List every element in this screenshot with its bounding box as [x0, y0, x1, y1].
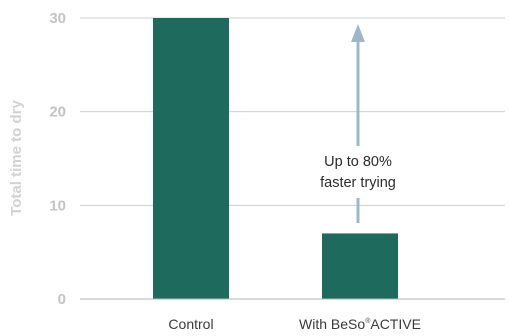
y-tick-label-10: 10: [49, 197, 66, 214]
improvement-annotation: Up to 80% faster trying: [320, 24, 396, 223]
annotation-line-1: Up to 80%: [324, 154, 392, 170]
category-label-control: Control: [168, 316, 213, 332]
category-label-with-beso-active: With BeSo®ACTIVE: [299, 316, 421, 332]
gridlines: [80, 17, 505, 206]
bars: [153, 18, 398, 299]
arrow-up-icon: [351, 24, 365, 42]
annotation-line-2: faster trying: [320, 175, 396, 191]
x-category-labels: Control With BeSo®ACTIVE: [168, 316, 421, 332]
y-tick-label-20: 20: [49, 104, 66, 121]
y-tick-label-0: 0: [58, 291, 66, 308]
y-axis-label: Total time to dry: [8, 100, 25, 216]
bar-control: [153, 18, 229, 299]
bar-with-beso-active: [322, 233, 398, 299]
y-tick-label-30: 30: [49, 10, 66, 27]
y-tick-labels: 0 10 20 30: [49, 10, 66, 308]
